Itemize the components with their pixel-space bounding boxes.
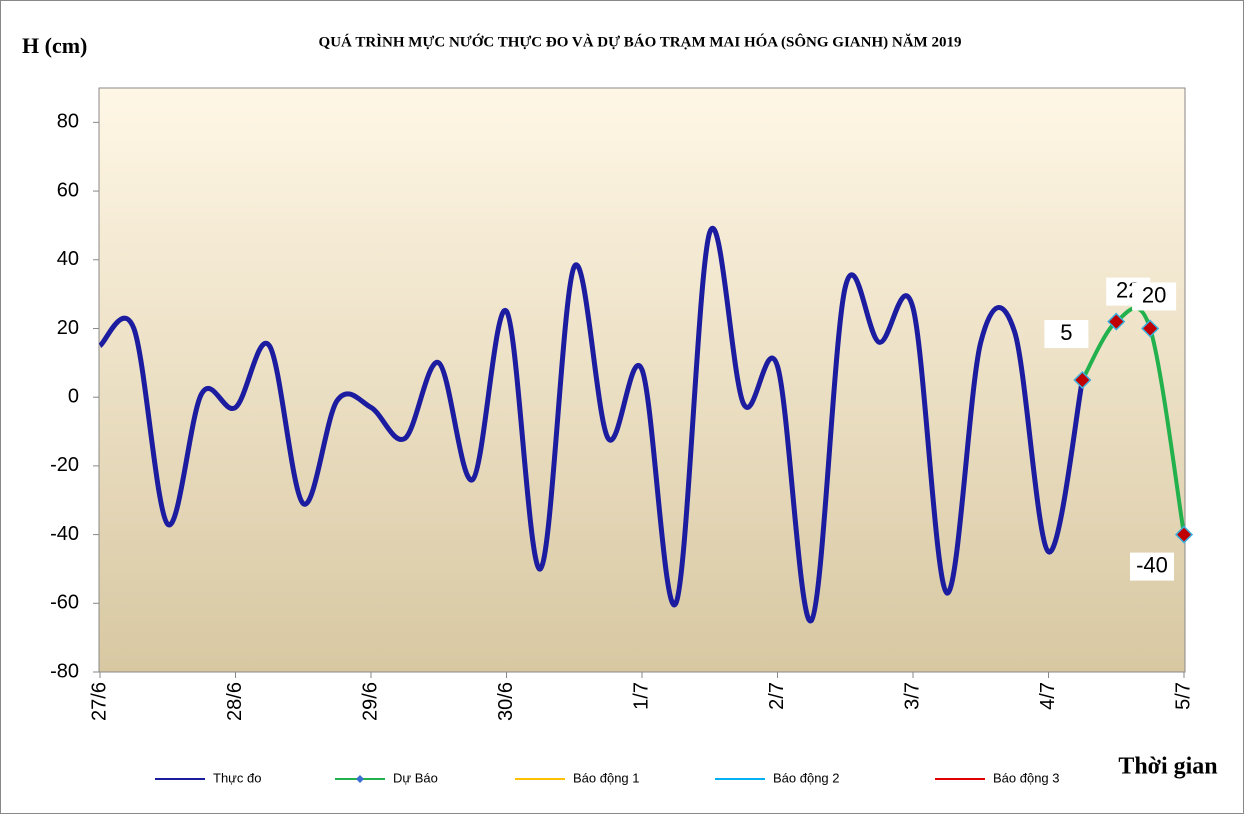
legend-label: Thực đo xyxy=(213,770,261,785)
chart-title: QUÁ TRÌNH MỰC NƯỚC THỰC ĐO VÀ DỰ BÁO TRẠ… xyxy=(319,33,962,50)
y-tick-label: 40 xyxy=(57,248,79,270)
value-label: 20 xyxy=(1142,282,1166,307)
x-axis-label: Thời gian xyxy=(1118,754,1217,780)
legend-label: Báo động 2 xyxy=(773,770,840,785)
series-line xyxy=(98,225,1085,624)
marker xyxy=(1107,312,1126,331)
x-tick-label: 28/6 xyxy=(224,682,246,721)
legend-label: Báo động 3 xyxy=(993,770,1060,785)
x-tick-label: 5/7 xyxy=(1172,682,1194,710)
marker xyxy=(1141,319,1160,338)
x-tick-label: 4/7 xyxy=(1037,682,1059,710)
y-tick-label: 0 xyxy=(68,385,79,407)
value-label-bg xyxy=(1130,552,1174,581)
series-line xyxy=(1080,306,1186,535)
value-label: -40 xyxy=(1136,552,1168,577)
y-tick-label: 80 xyxy=(57,111,79,133)
legend-label: Báo động 1 xyxy=(573,770,640,785)
marker xyxy=(1073,370,1092,390)
x-tick-label: 1/7 xyxy=(630,682,652,710)
y-tick-label: -80 xyxy=(50,660,79,682)
x-tick-label: 27/6 xyxy=(88,682,110,721)
value-label-bg xyxy=(1132,282,1177,311)
x-tick-label: 30/6 xyxy=(495,682,517,721)
x-tick-label: 2/7 xyxy=(766,682,788,710)
x-tick-label: 3/7 xyxy=(901,682,923,710)
y-tick-label: -40 xyxy=(50,523,79,545)
y-tick-label: -60 xyxy=(50,592,79,614)
legend-marker xyxy=(356,775,364,783)
y-tick-label: -20 xyxy=(50,454,79,476)
x-tick-label: 29/6 xyxy=(359,682,381,721)
value-label-bg xyxy=(1044,320,1089,348)
value-label: 5 xyxy=(1060,320,1072,345)
y-axis-label: H (cm) xyxy=(22,33,87,58)
y-tick-label: 60 xyxy=(57,179,79,201)
legend-label: Dự Báo xyxy=(393,770,438,785)
y-tick-label: 20 xyxy=(57,317,79,339)
marker xyxy=(1174,525,1194,544)
